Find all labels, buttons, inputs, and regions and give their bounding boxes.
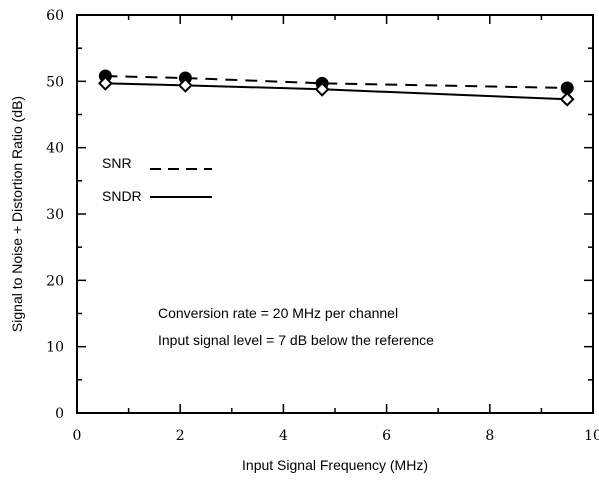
y-tick-label: 30 bbox=[46, 207, 64, 223]
series-sndr bbox=[97, 75, 575, 107]
annotation-input-level: Input signal level = 7 dB below the refe… bbox=[158, 332, 434, 348]
annotation-conversion-rate: Conversion rate = 20 MHz per channel bbox=[158, 305, 398, 321]
data-point-sndr bbox=[559, 91, 575, 107]
annotations: Conversion rate = 20 MHz per channel Inp… bbox=[158, 305, 434, 348]
y-tick-label: 60 bbox=[46, 8, 64, 24]
plot-frame bbox=[76, 14, 594, 414]
data-point-sndr bbox=[177, 77, 193, 93]
x-tick-label: 8 bbox=[485, 428, 494, 444]
y-tick-label: 0 bbox=[55, 406, 64, 422]
x-tick-label: 0 bbox=[73, 428, 82, 444]
legend-label-sndr: SNDR bbox=[102, 188, 142, 204]
y-tick-label: 40 bbox=[46, 141, 64, 157]
x-tick-label: 4 bbox=[279, 428, 288, 444]
plot-area-border bbox=[76, 14, 594, 414]
y-tick-label: 20 bbox=[46, 273, 64, 289]
y-tick-label: 50 bbox=[46, 74, 64, 90]
axis-ticks bbox=[76, 14, 594, 414]
series-line-snr bbox=[105, 75, 568, 89]
x-tick-label: 6 bbox=[382, 428, 391, 444]
series-layer bbox=[97, 69, 575, 107]
series-line-sndr bbox=[105, 82, 568, 101]
tick-labels: 0 2 4 6 8 10 0 10 20 30 40 50 60 bbox=[46, 8, 599, 444]
y-tick-label: 10 bbox=[46, 340, 64, 356]
legend-label-snr: SNR bbox=[102, 155, 132, 171]
x-tick-label: 10 bbox=[584, 428, 599, 444]
x-axis-title: Input Signal Frequency (MHz) bbox=[242, 457, 428, 473]
data-point-sndr bbox=[314, 81, 330, 97]
x-tick-label: 2 bbox=[176, 428, 185, 444]
legend: SNR SNDR bbox=[102, 155, 212, 204]
y-axis-title: Signal to Noise + Distortion Ratio (dB) bbox=[9, 96, 25, 332]
data-point-sndr bbox=[97, 75, 113, 91]
